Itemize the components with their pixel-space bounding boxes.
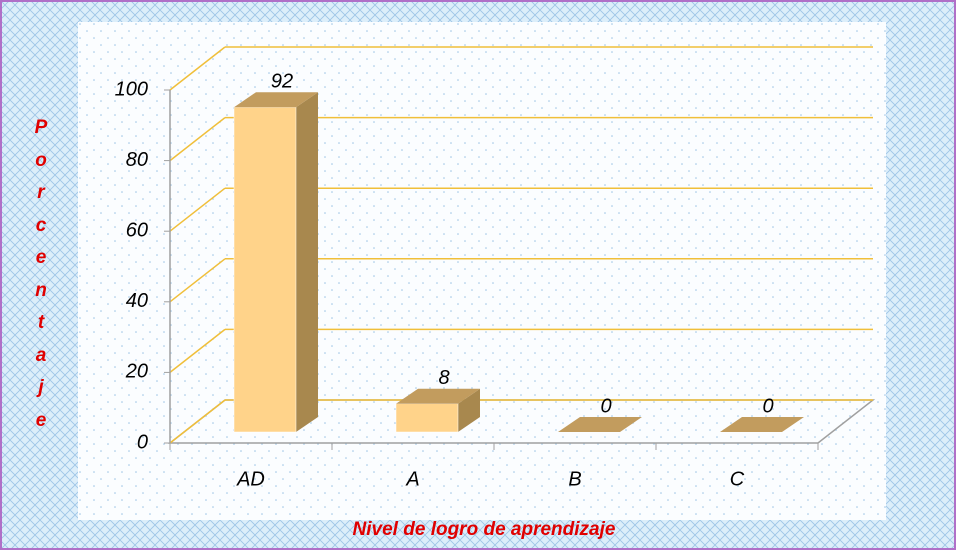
bar-top: [558, 417, 642, 432]
bar-top: [720, 417, 804, 432]
bar: [233, 106, 297, 433]
bar-top: [234, 92, 318, 108]
y-tick-label: 40: [126, 290, 148, 312]
y-tick-label: 80: [126, 149, 148, 171]
y-axis-label: Porcentaje: [34, 117, 48, 431]
y-tick-label: 0: [137, 431, 148, 453]
y-tick-label: 20: [125, 361, 148, 383]
bar-top: [396, 388, 480, 404]
grid-line: [169, 187, 226, 232]
grid-line: [169, 258, 226, 303]
grid-line: [169, 399, 226, 444]
data-label: 92: [271, 71, 293, 93]
data-label: 8: [438, 367, 449, 389]
x-tick-label: A: [405, 468, 419, 490]
y-tick-label: 60: [126, 219, 148, 241]
y-tick-label: 100: [115, 78, 148, 100]
data-label: 0: [762, 395, 773, 417]
x-tick-label: B: [568, 468, 581, 490]
plot-area: [78, 22, 886, 520]
grid-line: [169, 46, 226, 91]
x-axis-label: Nivel de logro de aprendizaje: [353, 519, 616, 540]
x-tick-label: AD: [236, 468, 265, 490]
data-label: 0: [600, 395, 611, 417]
x-tick-label: C: [730, 468, 745, 490]
grid-line: [169, 328, 226, 373]
bar-side: [458, 388, 480, 432]
grid-line: [169, 117, 226, 162]
bar: [395, 403, 459, 433]
bar-side: [296, 92, 318, 433]
